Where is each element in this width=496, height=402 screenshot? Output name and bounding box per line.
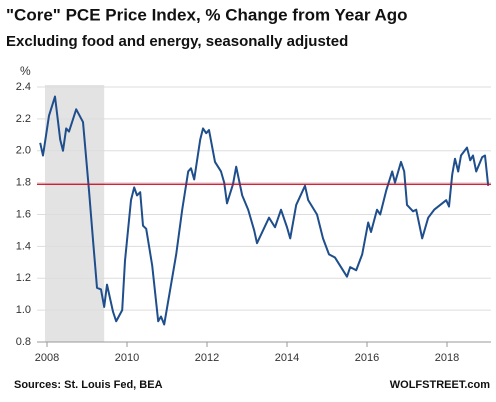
y-tick-label: 2.4 — [16, 81, 31, 93]
y-tick-label: 2.2 — [16, 113, 31, 125]
y-tick-label: 1.2 — [16, 272, 31, 284]
y-tick-label: 1.0 — [16, 304, 31, 316]
x-tick-label: 2016 — [355, 352, 379, 364]
y-tick-label: 0.8 — [16, 336, 31, 348]
line-series — [39, 95, 490, 326]
x-tick-label: 2014 — [275, 352, 299, 364]
y-axis-label: % — [20, 64, 31, 78]
chart-title: "Core" PCE Price Index, % Change from Ye… — [6, 5, 408, 24]
y-tick-label: 1.8 — [16, 177, 31, 189]
y-tick-label: 1.6 — [16, 208, 31, 220]
source: Sources: St. Louis Fed, BEA — [14, 379, 163, 391]
recession-band — [45, 85, 105, 342]
x-tick-label: 2008 — [35, 352, 59, 364]
x-tick-label: 2010 — [115, 352, 139, 364]
chart-subtitle: Excluding food and energy, seasonally ad… — [6, 33, 348, 50]
y-tick-label: 2.0 — [16, 145, 31, 157]
x-tick-label: 2012 — [195, 352, 219, 364]
y-tick-label: 1.4 — [16, 240, 31, 252]
watermark: WOLFSTREET.com — [390, 379, 490, 391]
x-tick-label: 2018 — [435, 352, 459, 364]
